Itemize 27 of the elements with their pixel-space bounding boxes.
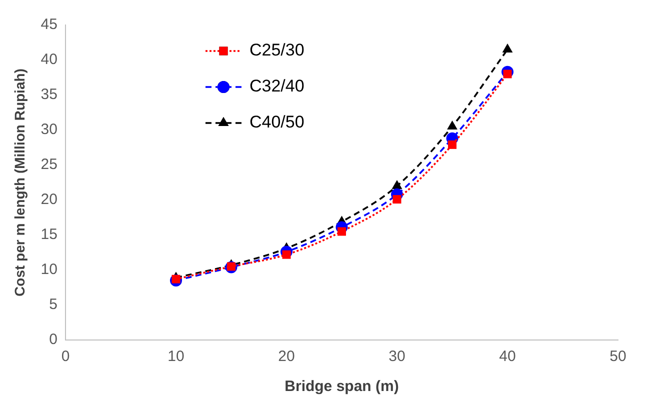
y-tick-label: 0 [49,331,58,348]
y-tick-label: 5 [49,296,58,314]
x-tick-label: 50 [610,348,626,366]
x-tick-label: 40 [499,348,516,366]
point [392,180,402,189]
x-axis-title: Bridge span (m) [284,378,399,396]
point [392,195,402,204]
point [448,140,456,149]
point [502,44,513,52]
x-tick-label: 0 [61,348,70,366]
y-tick-label: 35 [40,86,58,104]
y-axis-title: Cost per m length (Million Rupiah) [11,68,28,296]
y-tick-label: 30 [40,121,58,138]
point [447,120,458,130]
y-tick-label: 40 [40,51,58,68]
legend-label: C32/40 [249,76,304,96]
point [338,227,346,236]
y-tick-label: 15 [40,226,58,244]
y-tick-label: 20 [40,191,58,208]
legend-label: C25/30 [249,40,304,60]
x-tick-label: 20 [278,348,295,366]
x-tick-label: 30 [388,348,406,366]
x-tick-label: 10 [168,348,184,366]
legend-label: C40/50 [249,112,304,132]
y-tick-label: 45 [40,16,58,34]
y-tick-label: 25 [40,156,58,174]
y-tick-label: 10 [40,261,58,278]
